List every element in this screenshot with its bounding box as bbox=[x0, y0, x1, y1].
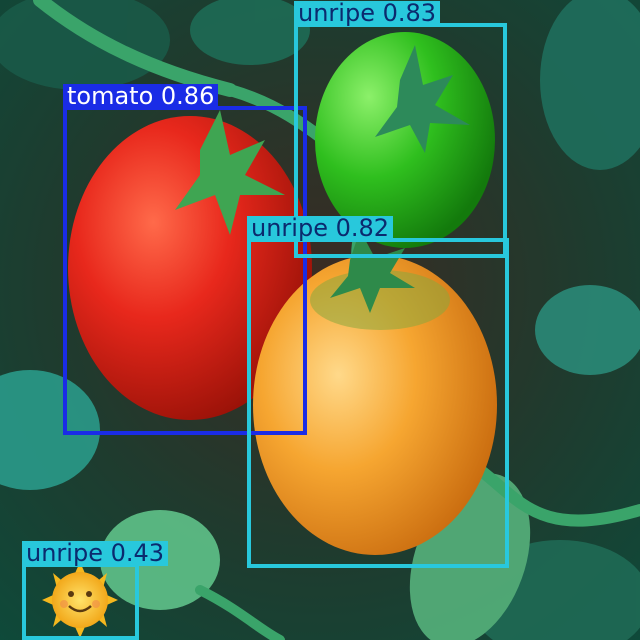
detection-box-unripe-orange[interactable] bbox=[247, 238, 509, 568]
detection-label-unripe-orange: unripe 0.82 bbox=[247, 216, 394, 241]
red-tomato bbox=[68, 110, 312, 420]
orange-tomato bbox=[253, 230, 497, 555]
detection-label-tomato: tomato 0.86 bbox=[63, 84, 219, 109]
detection-label-unripe-green: unripe 0.83 bbox=[294, 1, 441, 26]
detection-box-unripe-sun[interactable] bbox=[22, 563, 139, 640]
detection-label-unripe-sun: unripe 0.43 bbox=[22, 541, 169, 566]
green-tomato bbox=[315, 32, 495, 248]
sun-emoji bbox=[42, 562, 118, 638]
